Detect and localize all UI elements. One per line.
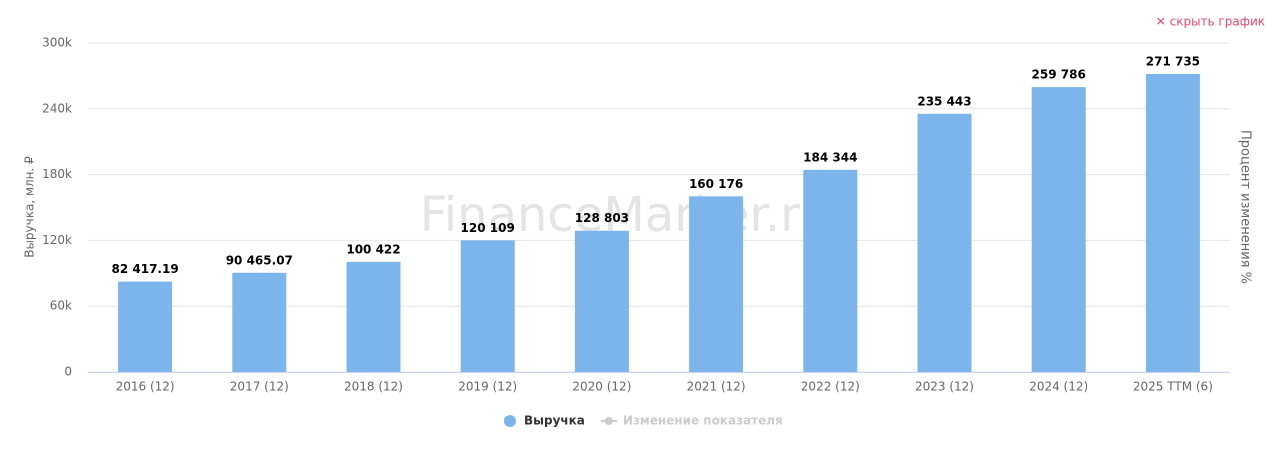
x-tick-label: 2022 (12) [801, 380, 860, 394]
bar [1145, 73, 1200, 372]
y-tick-label: 240k [42, 101, 72, 115]
data-label: 90 465.07 [226, 253, 293, 267]
hide-chart-button[interactable]: ✕ скрыть график [1156, 15, 1265, 29]
data-label: 100 422 [346, 242, 400, 256]
bar [574, 230, 629, 372]
x-tick-label: 2017 (12) [230, 380, 289, 394]
x-tick-label: 2020 (12) [572, 380, 631, 394]
data-label: 184 344 [803, 150, 857, 164]
data-label: 82 417.19 [112, 262, 179, 276]
x-tick-label: 2023 (12) [915, 380, 974, 394]
y-tick-label: 0 [64, 365, 72, 379]
bar [803, 169, 858, 372]
y-tick-label: 180k [42, 167, 72, 181]
y-tick-label: 300k [42, 36, 72, 50]
data-label: 160 176 [689, 177, 743, 191]
legend-entry[interactable]: Изменение показателя [623, 414, 783, 428]
bar [346, 261, 401, 372]
legend-entry[interactable]: Выручка [524, 414, 585, 428]
bar [1031, 87, 1086, 373]
x-tick-label: 2019 (12) [458, 380, 517, 394]
x-tick-label: 2024 (12) [1029, 380, 1088, 394]
data-label: 259 786 [1032, 68, 1086, 82]
legend-marker [604, 417, 613, 425]
y-tick-label: 60k [50, 299, 72, 313]
data-label: 120 109 [461, 221, 515, 235]
y2-axis-label: Процент изменения % [1238, 130, 1253, 284]
legend-marker [504, 415, 516, 427]
data-label: 271 735 [1146, 54, 1200, 68]
bar [917, 113, 972, 372]
y-tick-label: 120k [42, 233, 72, 247]
x-tick-label: 2016 (12) [116, 380, 175, 394]
data-label: 235 443 [917, 94, 971, 108]
bar [460, 240, 515, 372]
x-tick-label: 2018 (12) [344, 380, 403, 394]
bar [118, 281, 173, 372]
y-axis-label: Выручка, млн. ₽ [23, 156, 37, 258]
data-label: 128 803 [575, 211, 629, 225]
x-tick-label: 2021 (12) [687, 380, 746, 394]
bar [689, 196, 744, 372]
bar [232, 272, 287, 372]
x-tick-label: 2025 TTM (6) [1133, 380, 1213, 394]
